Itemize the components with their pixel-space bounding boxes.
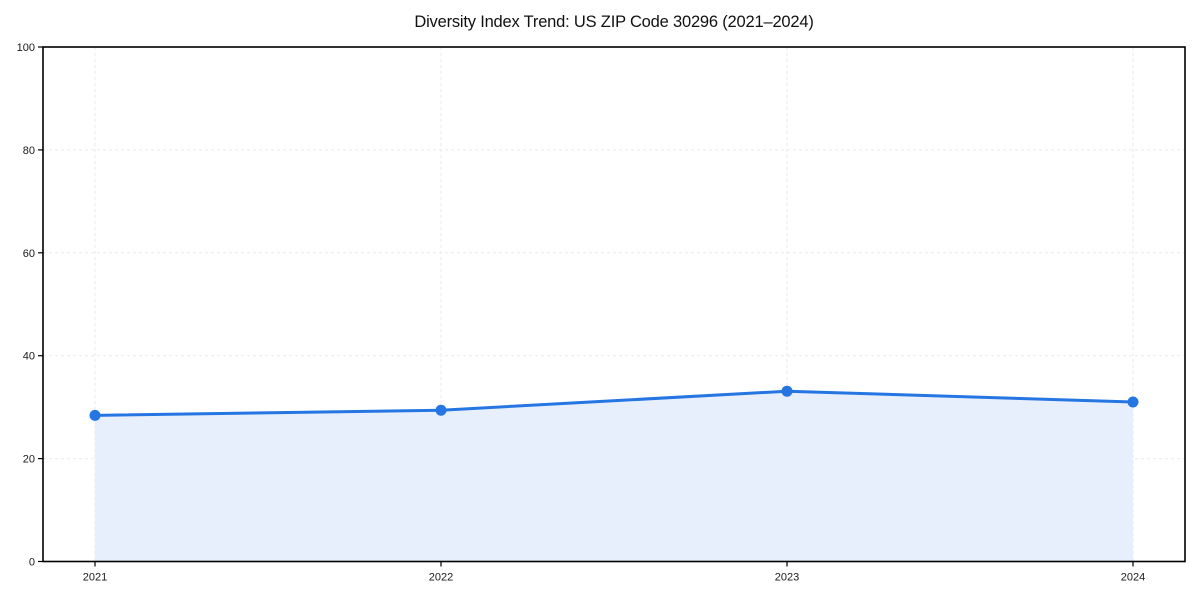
y-tick-label-100: 100 — [17, 42, 35, 54]
y-tick-label-0: 0 — [29, 557, 35, 569]
x-tick-label-2023: 2023 — [775, 572, 799, 584]
x-tick-label-2022: 2022 — [429, 572, 453, 584]
x-tick-label-2021: 2021 — [83, 572, 107, 584]
x-tick-label-2024: 2024 — [1121, 572, 1145, 584]
y-tick-label-80: 80 — [23, 145, 35, 157]
data-point-2021 — [89, 409, 101, 421]
data-point-2022 — [435, 404, 447, 416]
plot-frame — [42, 46, 1186, 563]
y-tick-label-40: 40 — [23, 351, 35, 363]
data-point-2024 — [1127, 396, 1139, 408]
data-point-2023 — [781, 385, 793, 397]
y-tick-label-20: 20 — [23, 454, 35, 466]
y-tick-label-60: 60 — [23, 248, 35, 260]
trend-line — [93, 389, 1135, 417]
area-fill — [95, 391, 1133, 562]
chart-title: Diversity Index Trend: US ZIP Code 30296… — [414, 13, 814, 31]
